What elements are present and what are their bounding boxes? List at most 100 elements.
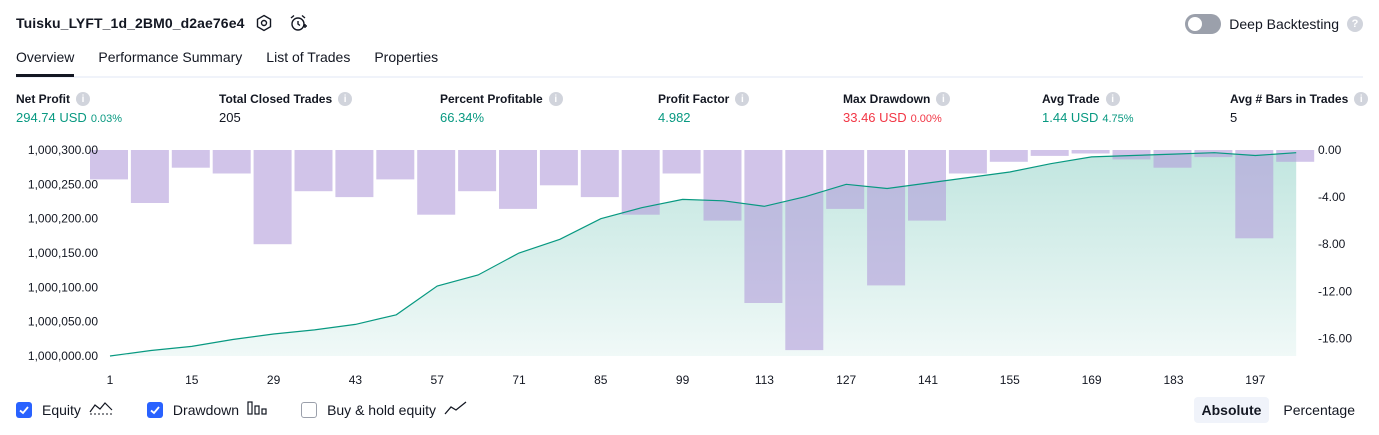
info-icon[interactable]: i: [1354, 92, 1369, 106]
strategy-title: Tuisku_LYFT_1d_2BM0_d2ae76e4: [16, 15, 245, 31]
metric-percent: 0.03%: [90, 113, 123, 125]
display-mode: Absolute Percentage: [1188, 397, 1364, 423]
info-icon[interactable]: i: [338, 92, 353, 106]
deep-backtesting-label: Deep Backtesting: [1229, 16, 1339, 32]
x-axis-tick: 127: [836, 373, 856, 387]
y-axis-left-tick: 1,000,250.00: [28, 177, 98, 191]
metric-label: Total Closed Trades: [219, 92, 333, 106]
top-bar: Tuisku_LYFT_1d_2BM0_d2ae76e4 Deep Backte…: [16, 10, 1363, 38]
metric-value: 294.74 USD: [16, 110, 87, 125]
info-icon[interactable]: i: [548, 92, 563, 106]
equity-area: [110, 152, 1297, 356]
drawdown-bar: [989, 150, 1028, 162]
drawdown-bar: [458, 150, 497, 192]
drawdown-bar: [253, 150, 292, 245]
drawdown-bar: [499, 150, 537, 209]
metric-value: 1.44 USD: [1042, 110, 1099, 125]
metric-percent: 0.00%: [910, 113, 942, 125]
equity-checkbox[interactable]: [16, 401, 32, 418]
drawdown-toggle[interactable]: Drawdown: [146, 400, 267, 419]
deep-backtesting-toggle[interactable]: [1185, 14, 1222, 34]
x-axis-tick: 1: [107, 373, 114, 387]
drawdown-bar: [1276, 150, 1315, 162]
buy-hold-toggle[interactable]: Buy & hold equity: [301, 400, 468, 419]
help-icon[interactable]: ?: [1347, 16, 1363, 32]
x-axis-tick: 197: [1245, 373, 1265, 387]
drawdown-bar: [1030, 150, 1069, 156]
equity-chart[interactable]: 1,000,300.00 1,000,250.00 1,000,200.00 1,00…: [0, 138, 1379, 388]
equity-label: Equity: [42, 401, 81, 418]
drawdown-bar: [744, 150, 783, 303]
tab-list-of-trades[interactable]: List of Trades: [266, 49, 351, 65]
y-axis-right-tick: -4.00: [1318, 190, 1346, 204]
x-axis-tick: 15: [185, 373, 199, 387]
y-axis-left-tick: 1,000,000.00: [28, 349, 98, 363]
y-axis-left-tick: 1,000,150.00: [28, 246, 98, 260]
drawdown-bar: [662, 150, 701, 174]
metric-value: 5: [1230, 110, 1238, 125]
metric-value: 4.982: [658, 110, 691, 125]
drawdown-bar: [867, 150, 906, 286]
x-axis-tick: 29: [267, 373, 281, 387]
chart-legend: Equity Drawdown Buy & hold equity: [16, 400, 502, 419]
metric-value: 33.46 USD: [843, 110, 907, 125]
metric-value: 66.34%: [440, 110, 485, 125]
metric-label: Avg Trade: [1042, 92, 1100, 106]
drawdown-checkbox[interactable]: [146, 401, 163, 418]
y-axis-left-tick: 1,000,050.00: [28, 315, 98, 329]
drawdown-label: Drawdown: [172, 401, 240, 418]
drawdown-bar: [580, 150, 619, 198]
tab-performance-summary[interactable]: Performance Summary: [98, 49, 243, 65]
tab-properties[interactable]: Properties: [374, 49, 439, 65]
y-axis-right-tick: 0.00: [1318, 143, 1342, 157]
x-axis-tick: 85: [594, 373, 608, 387]
x-axis-tick: 141: [918, 373, 938, 387]
x-axis-tick: 43: [349, 373, 363, 387]
info-icon[interactable]: i: [1105, 92, 1120, 106]
info-icon[interactable]: i: [76, 92, 90, 106]
metric-net-profit: Net Profit i 294.74 USD 0.03%: [16, 92, 122, 125]
y-axis-left-tick: 1,000,300.00: [28, 143, 98, 157]
chart-svg[interactable]: 1,000,300.00 1,000,250.00 1,000,200.00 1,00…: [0, 138, 1379, 388]
drawdown-bar: [826, 150, 865, 209]
percentage-button[interactable]: Percentage: [1283, 402, 1355, 418]
x-axis-tick: 113: [755, 373, 774, 387]
toggle-knob: [1188, 17, 1203, 31]
info-icon[interactable]: i: [936, 92, 951, 106]
metric-max-drawdown: Max Drawdown i 33.46 USD 0.00%: [843, 92, 951, 125]
tab-overview[interactable]: Overview: [16, 46, 75, 77]
x-axis-tick: 183: [1163, 373, 1183, 387]
drawdown-bar: [703, 150, 742, 221]
metric-value: 205: [219, 110, 241, 125]
x-axis-tick: 155: [1000, 373, 1020, 387]
drawdown-bar: [171, 150, 210, 168]
tab-bar: Overview Performance Summary List of Tra…: [16, 46, 1363, 78]
alarm-clock-icon[interactable]: [288, 13, 308, 33]
drawdown-bar: [1071, 150, 1110, 154]
metric-avg-bars-in-trades: Avg # Bars in Trades i 5: [1230, 92, 1369, 125]
info-icon[interactable]: i: [735, 92, 750, 106]
metric-percent-profitable: Percent Profitable i 66.34%: [440, 92, 563, 125]
x-axis-tick: 169: [1082, 373, 1102, 387]
line-chart-icon: [444, 400, 468, 419]
drawdown-bar: [539, 150, 578, 186]
equity-line: [109, 152, 1297, 357]
buy-hold-checkbox[interactable]: [301, 401, 318, 418]
drawdown-bar: [130, 150, 169, 203]
y-axis-right-tick: -16.00: [1318, 331, 1352, 345]
absolute-button[interactable]: Absolute: [1193, 397, 1270, 423]
drawdown-bar: [335, 150, 374, 198]
metric-avg-trade: Avg Trade i 1.44 USD 4.75%: [1042, 92, 1134, 125]
y-axis-right-tick: -8.00: [1318, 237, 1346, 251]
y-axis-right-tick: -12.00: [1318, 284, 1352, 298]
metric-label: Percent Profitable: [440, 92, 543, 106]
buy-hold-label: Buy & hold equity: [327, 401, 437, 418]
drawdown-bar: [90, 150, 128, 180]
metric-label: Avg # Bars in Trades: [1230, 92, 1349, 106]
equity-toggle[interactable]: Equity: [16, 400, 113, 419]
area-chart-icon: [89, 400, 113, 419]
y-axis-left-tick: 1,000,200.00: [28, 212, 98, 226]
deep-backtesting: Deep Backtesting ?: [1185, 14, 1363, 34]
metric-label: Net Profit: [16, 92, 70, 106]
settings-icon[interactable]: [254, 13, 274, 33]
